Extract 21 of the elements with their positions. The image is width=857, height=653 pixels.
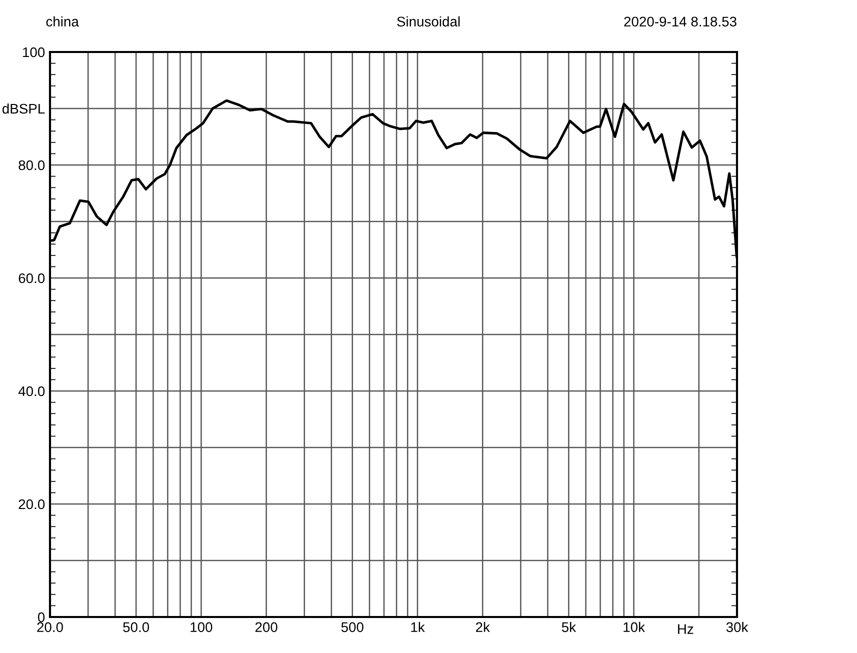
- y-tick-label: 100: [23, 47, 45, 58]
- x-tick-label: 1k: [411, 622, 425, 632]
- y-tick-label: 60.0: [18, 273, 45, 284]
- y-tick-label: 80.0: [18, 160, 45, 170]
- x-tick-label: 200: [255, 622, 278, 632]
- x-tick-label: 50.0: [123, 622, 150, 632]
- x-tick-label: 5k: [562, 622, 576, 632]
- text: 2020-9-14 8.18.53: [624, 16, 736, 27]
- x-tick-label: 20.0: [37, 622, 63, 632]
- y-tick-label: 0: [38, 612, 45, 622]
- x-tick-label: 500: [341, 622, 364, 632]
- x-tick-label: 30k: [726, 622, 748, 632]
- chart-title: Sinusoidal: [397, 16, 460, 27]
- x-tick-label: 10k: [624, 622, 646, 632]
- y-tick-label: 20.0: [18, 499, 45, 510]
- x-tick-label: 100: [190, 622, 212, 632]
- x-axis-title: Hz: [678, 624, 694, 634]
- x-tick-label: 2k: [476, 622, 490, 632]
- text: china: [46, 16, 79, 27]
- y-tick-label: 40.0: [18, 386, 45, 396]
- y-tick-label: dBSPL: [2, 103, 45, 114]
